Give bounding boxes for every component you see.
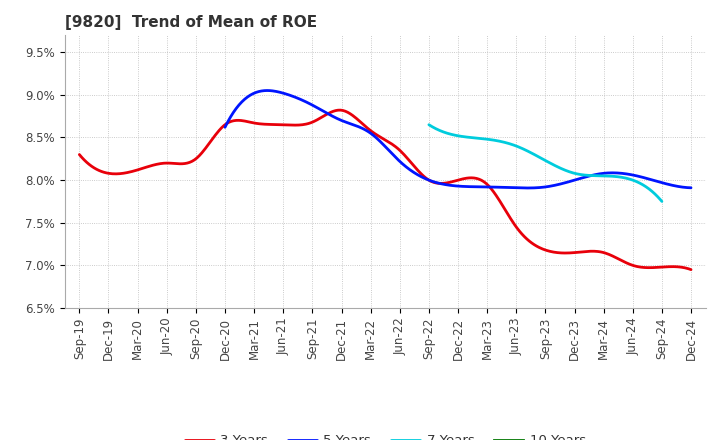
Line: 3 Years: 3 Years <box>79 110 691 270</box>
Line: 7 Years: 7 Years <box>429 125 662 202</box>
3 Years <box>687 267 696 272</box>
Text: [9820]  Trend of Mean of ROE: [9820] Trend of Mean of ROE <box>65 15 317 30</box>
5 Years <box>605 170 613 176</box>
5 Years <box>446 183 454 188</box>
3 Years <box>335 107 343 113</box>
7 Years <box>425 122 433 127</box>
7 Years <box>652 193 661 198</box>
7 Years <box>616 174 624 180</box>
Line: 5 Years: 5 Years <box>225 91 691 188</box>
3 Years <box>408 161 416 166</box>
7 Years <box>657 199 666 204</box>
5 Years <box>474 184 482 190</box>
3 Years <box>441 180 449 186</box>
3 Years <box>371 131 379 136</box>
5 Years <box>220 125 229 130</box>
3 Years <box>577 249 586 254</box>
5 Years <box>678 184 686 190</box>
5 Years <box>687 185 696 191</box>
3 Years <box>366 128 375 134</box>
5 Years <box>523 185 532 191</box>
7 Years <box>536 155 545 161</box>
7 Years <box>535 155 544 160</box>
7 Years <box>563 169 572 174</box>
Legend: 3 Years, 5 Years, 7 Years, 10 Years: 3 Years, 5 Years, 7 Years, 10 Years <box>179 429 591 440</box>
7 Years <box>551 163 559 168</box>
5 Years <box>263 88 271 93</box>
5 Years <box>443 182 451 187</box>
3 Years <box>75 152 84 157</box>
5 Years <box>499 185 508 190</box>
3 Years <box>673 264 682 269</box>
